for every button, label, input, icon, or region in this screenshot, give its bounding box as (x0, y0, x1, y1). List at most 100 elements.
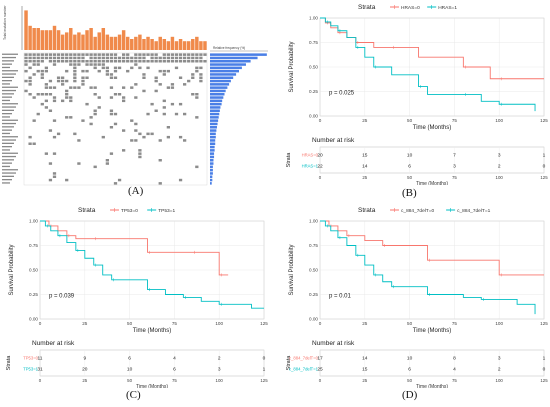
y-tick-label: 0.75 (309, 243, 318, 248)
mutation-cell (32, 96, 36, 99)
mutation-cell (174, 60, 179, 63)
risk-value: 20 (82, 367, 88, 373)
mutation-cell (134, 56, 138, 60)
mutation-cell (117, 93, 122, 96)
risk-value: 14 (362, 164, 368, 170)
mutation-cell (150, 132, 154, 136)
gene-name-label (2, 99, 10, 102)
side-bar (210, 122, 218, 126)
x-tick-label: 25 (82, 321, 88, 326)
mutation-cell (174, 112, 179, 116)
mutation-cell (187, 60, 191, 63)
mutation-cell (32, 119, 36, 122)
legend-label: TP53=0 (121, 208, 138, 214)
mutation-cell (52, 60, 57, 63)
risk-value: 0 (263, 356, 266, 362)
risk-table-frame (39, 349, 265, 377)
mutation-cell (24, 69, 28, 73)
mutation-cell (178, 178, 183, 182)
risk-value: 17 (317, 356, 323, 362)
risk-value: 10 (407, 356, 413, 362)
legend-label: TP53=1 (158, 208, 175, 214)
mutation-cell (199, 76, 203, 79)
mutation-cell (73, 60, 77, 63)
risk-row-label: c_884_7delT=0 (289, 356, 319, 361)
side-bar (210, 116, 219, 119)
top-bar (44, 30, 49, 50)
top-bar (40, 30, 45, 50)
top-bar (134, 36, 138, 50)
risk-x-tick-label: 75 (452, 175, 457, 180)
mutation-cell (183, 112, 187, 116)
mutation-cell (97, 106, 101, 109)
mutation-cell (52, 99, 57, 103)
mutation-cell (122, 129, 126, 132)
km-plot-hras: Strata HRAS=0 HRAS=1 0.00 0.25 0.50 0.75 1.00 0 2… (282, 0, 550, 185)
mutation-cell (134, 139, 138, 142)
mutation-cell (146, 132, 150, 136)
mutation-cell (85, 53, 89, 56)
mutation-cell (69, 53, 73, 56)
risk-value: 0 (543, 164, 546, 170)
mutation-cell (93, 56, 97, 60)
mutation-cell (36, 56, 40, 60)
risk-x-tick-label: 100 (496, 175, 504, 180)
mutation-cell (40, 73, 44, 76)
mutation-cell (183, 56, 187, 60)
side-bar (210, 178, 213, 182)
mutation-cell (191, 73, 195, 76)
mutation-cell (101, 53, 105, 56)
mutation-cell (81, 119, 85, 122)
side-bar (210, 175, 213, 178)
mutation-cell (203, 53, 207, 56)
mutation-cell (36, 60, 40, 63)
mutation-cell (142, 76, 146, 79)
mutation-cell (105, 56, 109, 60)
x-axis-label: Time (Months) (133, 328, 171, 334)
risk-x-tick-label: 75 (172, 378, 177, 383)
mutation-cell (32, 53, 36, 56)
top-bar (191, 39, 195, 50)
mutation-cell (65, 56, 69, 60)
mutation-cell (101, 56, 105, 60)
mutation-cell (154, 56, 158, 60)
mutation-cell (195, 69, 199, 73)
mutation-cell (183, 53, 187, 56)
mutation-cell (73, 73, 77, 76)
mutation-cell (65, 60, 69, 63)
mutation-cell (52, 152, 57, 155)
y-tick-label: 0.50 (29, 268, 38, 273)
mutation-cell (48, 129, 53, 132)
side-bar (210, 66, 242, 70)
mutation-cell (28, 66, 32, 70)
mutation-cell (89, 60, 93, 63)
side-bar (210, 152, 215, 155)
mutation-cell (146, 60, 150, 63)
top-bar (178, 39, 183, 50)
mutation-cell (28, 60, 32, 63)
gene-name-label (2, 116, 10, 118)
risk-table-title: Number at risk (32, 340, 75, 347)
mutation-cell (154, 60, 158, 63)
top-bar (166, 41, 171, 50)
x-tick-label: 50 (127, 321, 133, 326)
mutation-cell (170, 86, 175, 89)
mutation-cell (109, 109, 114, 112)
mutation-cell (191, 53, 195, 56)
top-bar (81, 34, 85, 50)
mutation-cell (36, 93, 40, 96)
mutation-cell (166, 60, 170, 63)
x-tick-label: 125 (260, 321, 268, 326)
mutation-cell (122, 56, 126, 60)
mutation-cell (56, 60, 61, 63)
risk-x-tick-label: 125 (540, 378, 548, 383)
mutation-cell (24, 56, 28, 60)
risk-value: 15 (362, 367, 368, 373)
risk-x-tick-label: 125 (540, 175, 548, 180)
gene-name-label (2, 129, 12, 131)
x-tick-label: 0 (319, 118, 322, 123)
mutation-cell (77, 63, 81, 66)
side-bar (210, 142, 216, 145)
mutation-cell (69, 63, 73, 66)
mutation-cell (56, 53, 61, 56)
